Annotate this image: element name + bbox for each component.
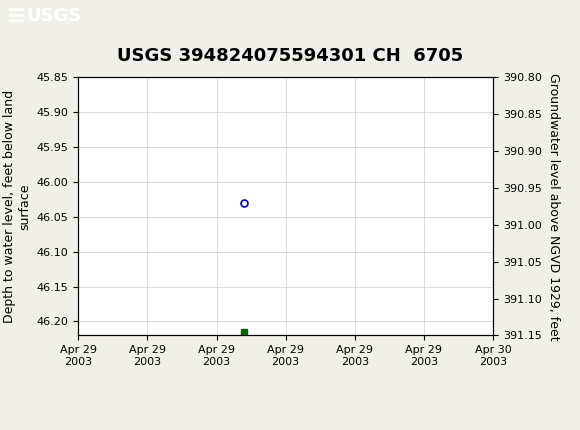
- Y-axis label: Depth to water level, feet below land
surface: Depth to water level, feet below land su…: [3, 90, 31, 323]
- Text: USGS 394824075594301 CH  6705: USGS 394824075594301 CH 6705: [117, 47, 463, 65]
- Y-axis label: Groundwater level above NGVD 1929, feet: Groundwater level above NGVD 1929, feet: [547, 73, 560, 340]
- Text: USGS: USGS: [26, 7, 81, 25]
- Text: ≡: ≡: [6, 4, 27, 28]
